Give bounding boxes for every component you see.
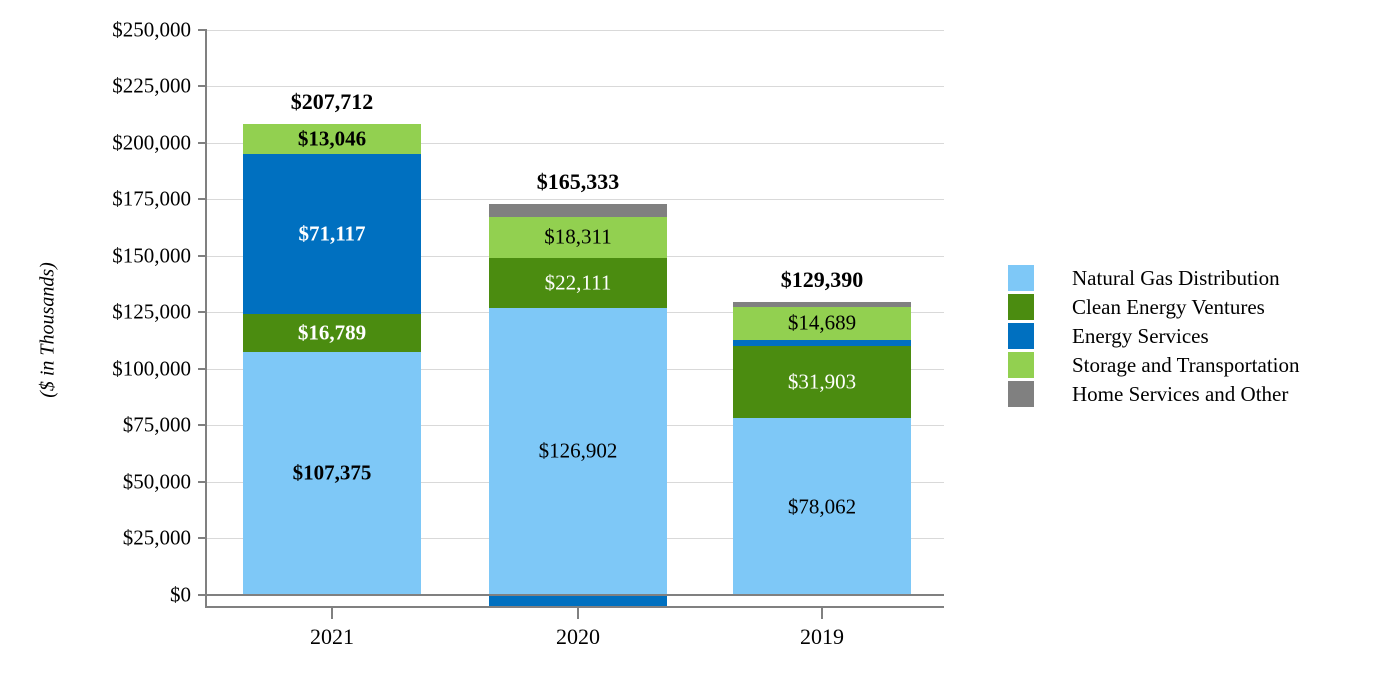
bar-total-label: $207,712	[290, 89, 374, 115]
gridline	[207, 199, 944, 201]
y-axis-tick-label: $125,000	[112, 299, 191, 324]
legend-swatch	[1008, 352, 1034, 378]
bar-segment	[243, 124, 421, 154]
bar-total-label: $129,390	[780, 267, 864, 293]
legend-swatch	[1008, 265, 1034, 291]
x-axis-tick-label: 2021	[310, 624, 354, 649]
bar-segment	[733, 418, 911, 595]
zero-axis-line	[207, 593, 944, 596]
gridline	[207, 30, 944, 31]
bar-segment-label: $16,789	[297, 320, 367, 345]
y-axis-tick-label: $225,000	[112, 73, 191, 98]
bar-segment-label: $13,046	[297, 126, 367, 151]
bar-segment-label: $107,375	[292, 460, 372, 485]
y-axis-title: ($ in Thousands)	[36, 262, 59, 398]
legend-label: Natural Gas Distribution	[1072, 265, 1280, 290]
gridline	[207, 86, 944, 88]
x-axis-tick	[331, 606, 333, 619]
y-axis-tick	[198, 254, 207, 257]
bar-segment	[243, 314, 421, 353]
y-axis-tick	[198, 480, 207, 483]
plot-area: $0 $25,000 $50,000 $75,000 $100,000 $125,000 $…	[112, 18, 944, 649]
y-axis-tick-label: $175,000	[112, 186, 191, 211]
y-axis-tick	[198, 424, 207, 427]
gridline	[207, 142, 944, 144]
x-axis-tick-label: 2019	[800, 624, 844, 649]
y-axis-tick-label: $150,000	[112, 243, 191, 268]
bar-segment	[733, 346, 911, 419]
legend-label: Clean Energy Ventures	[1072, 294, 1265, 319]
bar-segment	[489, 216, 667, 259]
y-axis-tick-label: $75,000	[122, 412, 191, 437]
legend-label: Energy Services	[1072, 323, 1209, 348]
legend-item: Energy Services	[1008, 323, 1299, 349]
x-axis-tick	[577, 606, 579, 619]
y-axis-tick	[198, 85, 207, 88]
y-axis-tick	[198, 593, 207, 596]
bar-segment-label: $71,117	[298, 221, 366, 246]
legend: Natural Gas Distribution Clean Energy Ven…	[1008, 265, 1299, 410]
bar-segment-label: $31,903	[787, 369, 857, 394]
x-axis-tick	[821, 606, 823, 619]
y-axis-tick-label: $250,000	[112, 17, 191, 42]
legend-item: Natural Gas Distribution	[1008, 265, 1299, 291]
y-axis-tick	[198, 367, 207, 370]
bar-segment	[733, 302, 911, 307]
y-axis-tick-label: $200,000	[112, 130, 191, 155]
bar-segment	[733, 306, 911, 340]
legend-swatch	[1008, 381, 1034, 407]
legend-swatch	[1008, 294, 1034, 320]
legend-label: Home Services and Other	[1072, 381, 1289, 406]
legend-item: Clean Energy Ventures	[1008, 294, 1299, 320]
y-axis-tick-label: $0	[170, 582, 191, 607]
bar-segment	[489, 308, 667, 595]
y-axis-tick	[198, 198, 207, 201]
bar-segment-label: $22,111	[544, 270, 612, 295]
bar-segment	[489, 204, 667, 217]
bar-segment-label: $14,689	[787, 310, 857, 335]
bar-segment	[243, 153, 421, 315]
x-axis-tick-label: 2020	[556, 624, 600, 649]
bar-segment-label: $78,062	[787, 494, 857, 519]
y-axis-tick	[198, 29, 207, 31]
y-axis-tick	[198, 311, 207, 314]
y-axis-tick-label: $100,000	[112, 356, 191, 381]
bar-segment	[733, 339, 911, 347]
bar-segment-label: $18,311	[544, 224, 612, 249]
y-axis-tick	[198, 141, 207, 144]
y-axis-tick	[198, 537, 207, 540]
bar-segment	[243, 352, 421, 595]
bar-segment	[489, 258, 667, 309]
legend-label: Storage and Transportation	[1072, 352, 1300, 377]
bar-segment	[489, 594, 667, 606]
y-axis-tick-label: $25,000	[122, 525, 191, 550]
legend-item: Storage and Transportation	[1008, 352, 1299, 378]
bar-segment-label: $126,902	[538, 438, 618, 463]
y-axis-tick-label: $50,000	[122, 469, 191, 494]
legend-swatch	[1008, 323, 1034, 349]
legend-item: Home Services and Other	[1008, 381, 1299, 407]
bar-total-label: $165,333	[536, 169, 620, 195]
